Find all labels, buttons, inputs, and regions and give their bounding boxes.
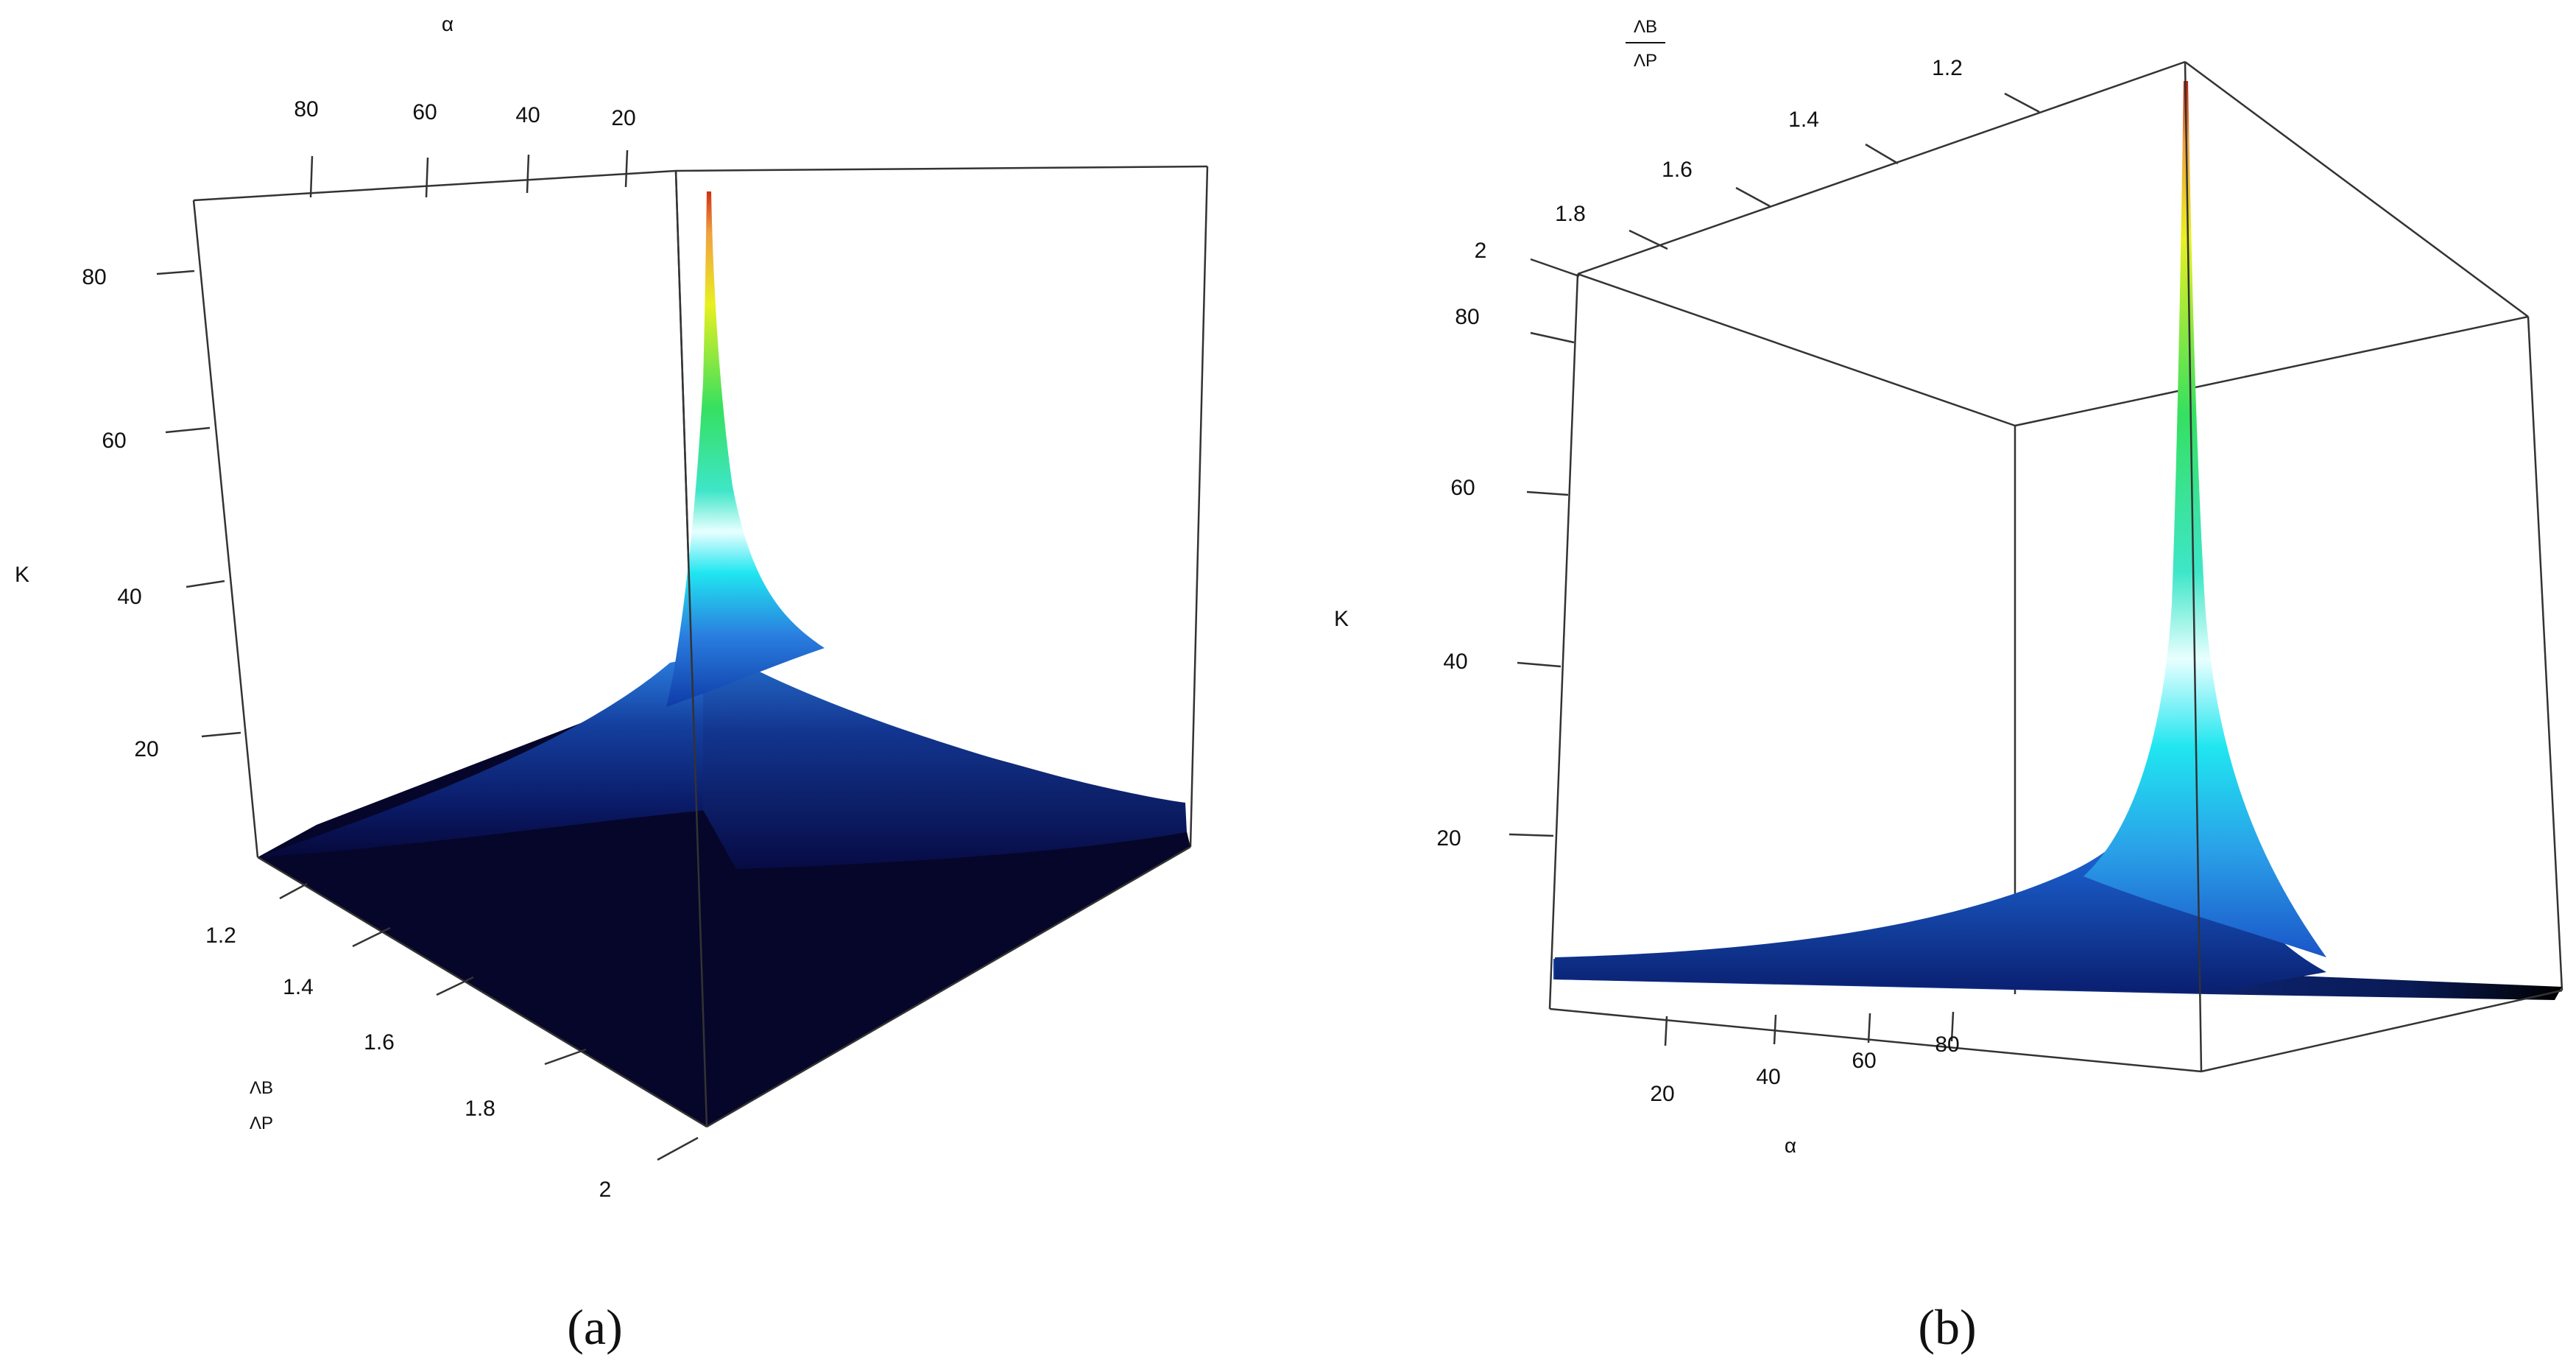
panel-b-alpha-tick-labels: 20 40 60 80 [1650,1032,1959,1106]
panel-a-label: (a) [567,1299,622,1355]
panel-b-box-back [1548,60,2563,1010]
panel-b-k-tick-80: 80 [1455,305,1479,329]
panel-a-alpha-label: α [442,13,454,35]
panel-b-k-tick-labels: 80 60 40 20 [1436,305,1479,851]
panel-a-surface-right-flank [703,641,1187,869]
panel-b-alpha-ticks [1664,1011,1955,1046]
panel-b-lambda-tick-labels: 1.2 1.4 1.6 1.8 2 [1475,56,1963,263]
panel-b-alpha-tick-60: 60 [1852,1049,1876,1073]
panel-a-lambda-label: ΛB ΛP [250,1078,273,1133]
panel-a-k-ticks [156,270,241,738]
panel-b-lambda-tick-1-8: 1.8 [1555,202,1586,226]
panel-a-box-front [257,170,1191,1128]
panel-a-caption: (a) [567,1299,622,1355]
panel-b-lambda-label: ΛB ΛP [1626,17,1665,71]
panel-a-surface-left-flank [258,655,707,857]
panel-b-alpha-tick-20: 20 [1650,1082,1674,1106]
panel-a-lambda-tick-labels: 1.2 1.4 1.6 1.8 2 [205,923,611,1202]
panel-a-alpha-tick-60: 60 [412,100,437,124]
panel-b-alpha-label: α [1785,1134,1796,1157]
panel-a-alpha-ticks [309,149,629,198]
panel-b-k-tick-20: 20 [1436,826,1461,851]
panel-a: 20 40 60 80 α 80 60 40 20 K 1 [15,13,1209,1355]
panel-a-k-tick-80: 80 [82,265,106,289]
panel-a-surface [258,191,1190,1127]
panel-b-k-ticks [1508,331,1575,837]
panel-b-surface-flank [1555,736,2326,993]
panel-a-alpha-tick-20: 20 [611,106,635,130]
panel-a-lambda-tick-1-4: 1.4 [283,975,314,999]
panel-a-lambda-tick-2: 2 [599,1178,612,1202]
panel-b-k-tick-40: 40 [1443,650,1467,674]
panel-b-lambda-ticks [1530,92,2040,278]
panel-a-surface-spike [666,191,825,707]
panel-b: 1.2 1.4 1.6 1.8 2 ΛB ΛP 80 60 40 20 K [1334,17,2563,1355]
panel-a-k-tick-60: 60 [102,429,126,453]
panel-b-box-front [1549,61,2563,1073]
panel-b-alpha-tick-80: 80 [1935,1032,1959,1057]
panel-a-alpha-tick-80: 80 [294,97,318,122]
panel-a-lambda-label-den: ΛP [250,1113,273,1133]
panel-b-lambda-tick-1-2: 1.2 [1932,56,1963,80]
panel-b-alpha-tick-40: 40 [1756,1065,1780,1089]
panel-a-k-tick-labels: 80 60 40 20 [82,265,158,761]
panel-b-label: (b) [1918,1299,1976,1355]
panel-b-lambda-tick-2: 2 [1475,239,1487,263]
panel-a-k-tick-40: 40 [117,585,141,609]
panel-a-alpha-tick-labels: 20 40 60 80 [294,97,635,130]
panel-a-lambda-tick-1-6: 1.6 [364,1030,395,1055]
panel-b-k-tick-60: 60 [1450,476,1475,500]
panel-a-lambda-tick-1-8: 1.8 [465,1097,495,1121]
panel-b-lambda-tick-1-4: 1.4 [1788,108,1819,132]
panel-a-k-label: K [15,563,29,587]
panel-b-surface-spike [2083,81,2326,957]
panel-b-caption: (b) [1918,1299,1976,1355]
panel-a-lambda-ticks [279,882,699,1161]
panel-b-lambda-label-num: ΛB [1634,17,1657,37]
panel-a-lambda-label-num: ΛB [250,1078,273,1098]
panel-b-lambda-label-den: ΛP [1634,51,1657,71]
panel-b-surface [1553,81,2562,1000]
panel-a-k-tick-20: 20 [134,737,158,761]
panel-b-k-label: K [1334,607,1349,631]
panel-b-lambda-tick-1-6: 1.6 [1662,158,1693,182]
panel-a-alpha-tick-40: 40 [515,103,540,127]
panel-a-lambda-tick-1-2: 1.2 [205,923,236,948]
